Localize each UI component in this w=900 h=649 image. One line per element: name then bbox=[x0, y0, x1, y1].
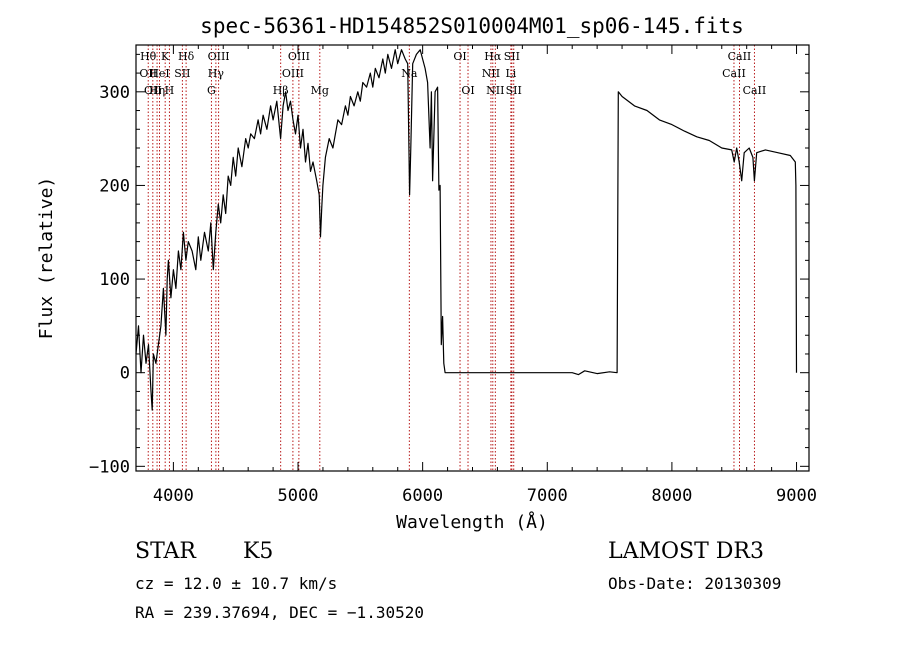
x-tick-label: 9000 bbox=[776, 486, 817, 506]
line-marker-label: OII bbox=[139, 67, 157, 80]
x-tick-label: 6000 bbox=[402, 486, 443, 506]
plot-frame bbox=[135, 44, 810, 472]
line-marker-label: OIII bbox=[208, 50, 230, 63]
line-marker-label: Li bbox=[505, 67, 516, 80]
line-marker-label: SII bbox=[174, 67, 190, 80]
line-marker-label: K bbox=[161, 50, 170, 63]
subclass-label: K5 bbox=[243, 539, 274, 564]
line-marker-label: OI bbox=[461, 84, 474, 97]
obs-date: Obs-Date: 20130309 bbox=[608, 574, 782, 593]
line-marker-label: Hη bbox=[149, 84, 165, 97]
cz-readout: cz = 12.0 ± 10.7 km/s bbox=[135, 574, 338, 593]
y-tick-label: 100 bbox=[99, 270, 130, 290]
chart-title: spec-56361-HD154852S010004M01_sp06-145.f… bbox=[200, 14, 744, 38]
line-marker-label: SII bbox=[504, 50, 520, 63]
line-marker-label: OIII bbox=[288, 50, 310, 63]
line-marker-label: HeI bbox=[149, 67, 169, 80]
line-marker-label: NII bbox=[486, 84, 504, 97]
line-marker-labels: HθOIIOIIHηHeIKHSIIHδGHγOIIIHβOIIIOIIIMgN… bbox=[139, 50, 766, 97]
y-axis-label: Flux (relative) bbox=[36, 177, 57, 340]
line-marker-label: OIII bbox=[282, 67, 304, 80]
y-tick-label: −100 bbox=[89, 457, 130, 477]
line-marker-label: Mg bbox=[311, 84, 329, 97]
x-tick-label: 4000 bbox=[153, 486, 194, 506]
spectrum-line bbox=[135, 49, 798, 411]
line-marker-label: CaII bbox=[743, 84, 767, 97]
line-marker-label: H bbox=[165, 84, 175, 97]
line-marker-label: Hγ bbox=[208, 67, 225, 80]
x-axis-label: Wavelength (Å) bbox=[396, 511, 548, 533]
x-tick-label: 8000 bbox=[651, 486, 692, 506]
line-marker-label: G bbox=[207, 84, 216, 97]
line-markers bbox=[147, 45, 755, 471]
y-axis-ticks: −100 0 100 200 300 bbox=[89, 53, 809, 477]
line-marker-label: NII bbox=[482, 67, 500, 80]
x-tick-label: 5000 bbox=[278, 486, 319, 506]
y-tick-label: 200 bbox=[99, 176, 130, 196]
survey-label: LAMOST DR3 bbox=[608, 539, 764, 564]
line-marker-label: Na bbox=[401, 67, 418, 80]
line-marker-label: OII bbox=[144, 84, 162, 97]
y-tick-label: 300 bbox=[99, 83, 130, 103]
line-marker-label: OI bbox=[453, 50, 466, 63]
x-axis-ticks: 4000 5000 6000 7000 8000 9000 bbox=[153, 45, 817, 506]
x-tick-label: 7000 bbox=[527, 486, 568, 506]
line-marker-label: SII bbox=[506, 84, 522, 97]
line-marker-label: Hθ bbox=[140, 50, 157, 63]
line-marker-label: Hδ bbox=[178, 50, 195, 63]
class-label: STAR bbox=[135, 539, 196, 564]
y-tick-label: 0 bbox=[120, 364, 130, 384]
line-marker-label: CaII bbox=[722, 67, 746, 80]
line-marker-label: CaII bbox=[728, 50, 752, 63]
line-marker-label: Hα bbox=[484, 50, 502, 63]
radec-readout: RA = 239.37694, DEC = −1.30520 bbox=[135, 603, 424, 622]
